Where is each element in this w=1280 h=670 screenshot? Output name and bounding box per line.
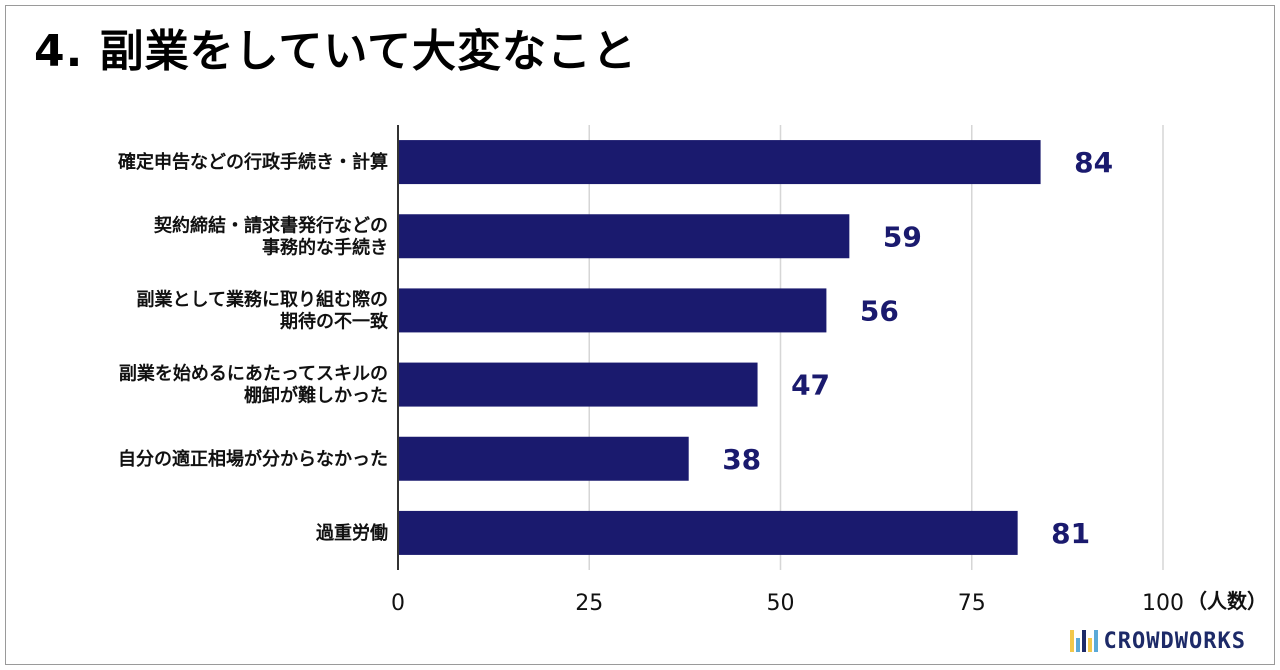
bar [398,436,689,481]
category-label: 副業として業務に取り組む際の [137,288,388,310]
category-label: 副業を始めるにあたってスキルの [119,363,388,385]
x-tick-label: 25 [575,591,603,616]
data-label: 38 [722,443,761,476]
brand-logo: CROWDWORKS [1069,627,1246,655]
brand-name: CROWDWORKS [1103,628,1246,654]
x-tick-label: 0 [391,591,405,616]
bar [398,510,1018,555]
chart-frame [5,5,1275,665]
data-label: 81 [1051,517,1090,550]
category-label: 契約締結・請求書発行などの [153,214,388,236]
bar [398,140,1041,185]
category-label: 期待の不一致 [280,310,389,332]
logo-mark-stripe [1075,638,1080,652]
x-axis-unit-label: （人数） [1187,589,1267,613]
bar [398,288,827,333]
logo-mark-stripe [1087,638,1092,652]
logo-mark-stripe [1081,630,1086,652]
category-label: 事務的な手続き [262,236,388,258]
category-label: 確定申告などの行政手続き・計算 [118,151,388,173]
crowdworks-logo-icon [1069,630,1098,652]
x-tick-label: 50 [767,591,795,616]
logo-mark-stripe [1069,630,1074,652]
data-label: 47 [791,369,830,402]
bar [398,362,758,407]
page-title: 4. 副業をしていて大変なこと [34,26,638,77]
data-label: 59 [883,220,922,253]
x-tick-label: 100 [1142,591,1184,616]
bar [398,214,850,259]
data-label: 84 [1074,146,1113,179]
category-label: 過重労働 [316,522,388,544]
category-label: 自分の適正相場が分からなかった [118,448,388,470]
x-tick-label: 75 [958,591,986,616]
data-label: 56 [860,294,899,327]
logo-mark-stripe [1093,630,1098,652]
category-label: 棚卸が難しかった [244,385,388,407]
